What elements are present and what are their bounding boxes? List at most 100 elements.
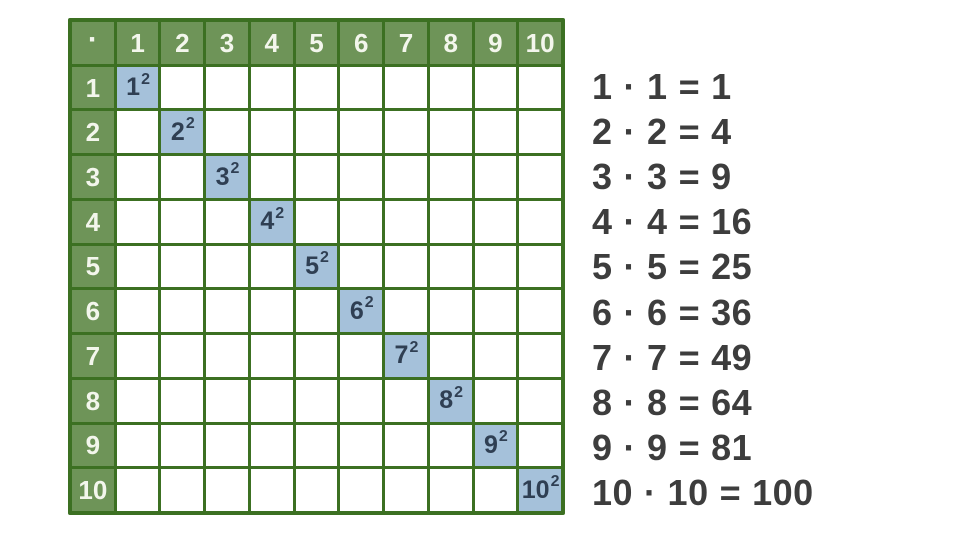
equation-product: 49 — [711, 336, 753, 378]
multiplication-dot: · — [623, 381, 637, 423]
row-header-8: 8 — [72, 379, 114, 422]
equation-factor2: 9 — [647, 427, 668, 469]
row-header-1: 1 — [72, 66, 114, 109]
equals-sign: = — [678, 65, 701, 107]
equation-row-1: 1 · 1 = 1 — [592, 64, 814, 109]
equation-row-7: 7 · 7 = 49 — [592, 335, 814, 380]
empty-cell-r8c6 — [340, 379, 383, 422]
empty-cell-r3c1 — [116, 156, 159, 198]
empty-cell-r9c4 — [250, 424, 293, 467]
empty-cell-r8c1 — [116, 379, 159, 422]
equation-factor1: 8 — [592, 381, 613, 423]
equation-factor1: 10 — [592, 472, 634, 514]
empty-cell-r2c1 — [116, 111, 159, 154]
empty-cell-r6c8 — [429, 290, 472, 333]
empty-cell-r2c7 — [385, 111, 427, 154]
empty-cell-r2c8 — [429, 111, 472, 154]
equals-sign: = — [678, 246, 701, 288]
empty-cell-r6c10 — [519, 290, 561, 333]
empty-cell-r3c5 — [295, 156, 338, 198]
empty-cell-r10c4 — [250, 469, 293, 511]
empty-cell-r1c5 — [295, 66, 338, 109]
column-header-5: 5 — [295, 22, 338, 64]
multiplication-dot: · — [623, 65, 637, 107]
equations-list: 1 · 1 = 1 2 · 2 = 4 3 · 3 = 9 4 · 4 = 16 5 · 5 = 25 6 · 6 = 36 7 · 7 = 49 8… — [592, 64, 814, 516]
square-base: 6 — [349, 296, 364, 325]
equals-sign: = — [678, 110, 701, 152]
multiplication-dot: · — [623, 336, 637, 378]
empty-cell-r4c2 — [161, 200, 204, 243]
equation-factor2: 5 — [647, 246, 668, 288]
empty-cell-r1c4 — [250, 66, 293, 109]
empty-cell-r10c7 — [385, 469, 427, 511]
empty-cell-r5c4 — [250, 245, 293, 288]
multiplication-dot: · — [623, 427, 637, 469]
empty-cell-r2c9 — [474, 111, 517, 154]
empty-cell-r2c5 — [295, 111, 338, 154]
equation-factor1: 6 — [592, 291, 613, 333]
empty-cell-r6c4 — [250, 290, 293, 333]
empty-cell-r4c9 — [474, 200, 517, 243]
empty-cell-r8c4 — [250, 379, 293, 422]
multiplication-dot: · — [623, 201, 637, 243]
empty-cell-r7c2 — [161, 335, 204, 377]
equation-factor2: 1 — [647, 65, 668, 107]
equation-row-9: 9 · 9 = 81 — [592, 426, 814, 471]
equation-factor2: 8 — [647, 381, 668, 423]
empty-cell-r10c9 — [474, 469, 517, 511]
empty-cell-r10c5 — [295, 469, 338, 511]
row-header-7: 7 — [72, 335, 114, 377]
equation-product: 4 — [711, 110, 732, 152]
empty-cell-r10c2 — [161, 469, 204, 511]
empty-cell-r9c2 — [161, 424, 204, 467]
square-cell-10: 10 2 — [519, 469, 561, 511]
empty-cell-r6c7 — [385, 290, 427, 333]
empty-cell-r1c6 — [340, 66, 383, 109]
empty-cell-r3c9 — [474, 156, 517, 198]
multiplication-table: · 1 2 3 4 5 6 7 8 9 10 1 1 2 2 2 2 3 3 2 4 4 2 5 5 2 6 6 2 7 7 2 8 8 2 9 9 2 1… — [68, 18, 565, 515]
equation-factor1: 7 — [592, 336, 613, 378]
empty-cell-r1c2 — [161, 66, 204, 109]
empty-cell-r10c3 — [206, 469, 248, 511]
equation-product: 81 — [711, 427, 753, 469]
row-header-9: 9 — [72, 424, 114, 467]
multiplication-dot: · — [623, 291, 637, 333]
column-header-9: 9 — [474, 22, 517, 64]
empty-cell-r5c2 — [161, 245, 204, 288]
equals-sign: = — [678, 155, 701, 197]
multiplication-dot: · — [623, 155, 637, 197]
empty-cell-r3c2 — [161, 156, 204, 198]
empty-cell-r4c8 — [429, 200, 472, 243]
equation-product: 16 — [711, 201, 753, 243]
empty-cell-r5c9 — [474, 245, 517, 288]
empty-cell-r10c8 — [429, 469, 472, 511]
empty-cell-r7c1 — [116, 335, 159, 377]
empty-cell-r6c3 — [206, 290, 248, 333]
empty-cell-r1c9 — [474, 66, 517, 109]
equation-factor2: 2 — [647, 110, 668, 152]
equation-factor1: 2 — [592, 110, 613, 152]
equals-sign: = — [678, 381, 701, 423]
equation-product: 64 — [711, 381, 753, 423]
empty-cell-r5c3 — [206, 245, 248, 288]
row-header-3: 3 — [72, 156, 114, 198]
empty-cell-r4c10 — [519, 200, 561, 243]
empty-cell-r8c2 — [161, 379, 204, 422]
empty-cell-r6c2 — [161, 290, 204, 333]
empty-cell-r5c1 — [116, 245, 159, 288]
empty-cell-r8c9 — [474, 379, 517, 422]
equation-product: 9 — [711, 155, 732, 197]
row-header-10: 10 — [72, 469, 114, 511]
equation-product: 100 — [752, 472, 814, 514]
multiplication-dot: · — [623, 246, 637, 288]
square-base: 8 — [439, 386, 454, 415]
empty-cell-r8c7 — [385, 379, 427, 422]
equation-factor2: 10 — [667, 472, 709, 514]
empty-cell-r3c8 — [429, 156, 472, 198]
empty-cell-r6c1 — [116, 290, 159, 333]
empty-cell-r8c10 — [519, 379, 561, 422]
